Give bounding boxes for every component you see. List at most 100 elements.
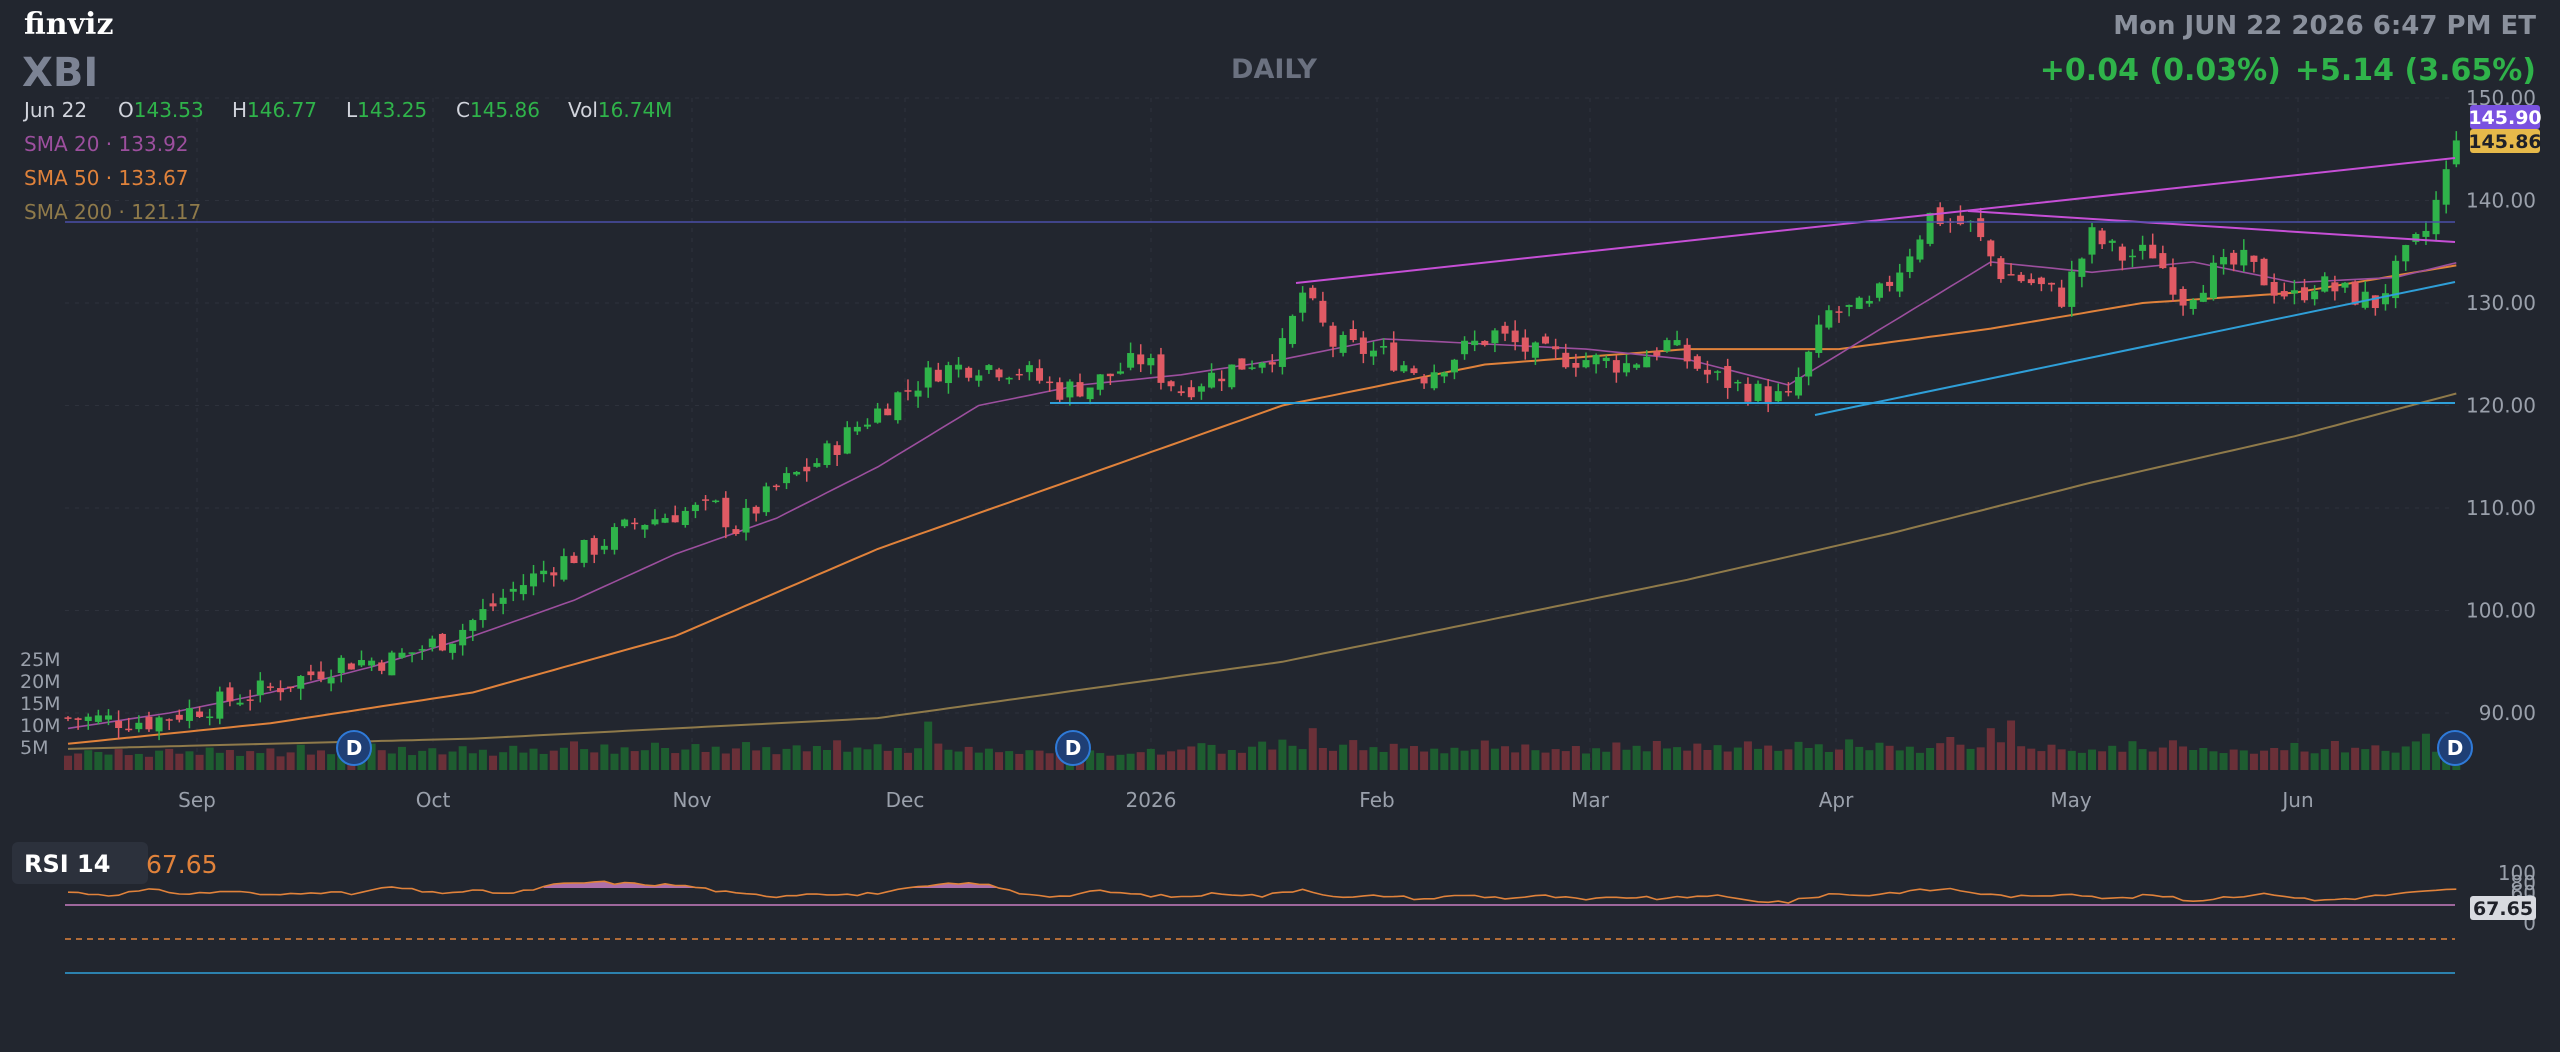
volume-bar	[1693, 743, 1702, 770]
candle	[1471, 330, 1479, 352]
volume-bar	[1845, 739, 1854, 770]
sma20-legend: SMA 20 · 133.92	[24, 132, 189, 156]
volume-bar	[2411, 741, 2420, 770]
axes: 150.00140.00130.00120.00110.00100.0090.0…	[20, 86, 2536, 935]
y-tick-label: 90.00	[2479, 701, 2536, 725]
svg-text:67.65: 67.65	[2473, 898, 2533, 920]
rsi-label-box[interactable]: RSI 14	[12, 842, 148, 884]
volume-bar	[155, 750, 164, 770]
volume-bar	[1278, 739, 1287, 770]
candle	[1228, 364, 1236, 390]
volume-bar	[1743, 741, 1752, 770]
candle	[1612, 355, 1620, 383]
resistance-trendline[interactable]	[1967, 210, 2456, 243]
volume-bar	[1399, 748, 1408, 770]
volume-bar	[438, 754, 447, 770]
volume-bar	[1885, 745, 1894, 770]
ohlc-low: L143.25	[346, 98, 427, 122]
volume-bar	[1318, 748, 1327, 770]
candle	[1015, 368, 1023, 381]
volume-bar	[1814, 744, 1823, 770]
volume-bar	[2118, 751, 2127, 770]
candle	[965, 366, 973, 382]
volume-bar	[397, 746, 406, 770]
candle	[1875, 282, 1883, 302]
candle	[236, 694, 244, 707]
volume-bar	[731, 748, 740, 770]
volume-bar	[1835, 749, 1843, 770]
volume-bar	[1146, 748, 1155, 770]
volume-bar	[2007, 720, 2016, 770]
sma50-line	[67, 264, 2457, 745]
candle	[297, 675, 305, 700]
dividend-marker[interactable]: D	[1055, 730, 1091, 766]
svg-text:D: D	[2447, 736, 2464, 760]
volume-bar	[792, 745, 801, 770]
candle	[216, 686, 224, 725]
volume-bar	[721, 753, 730, 770]
volume-bar	[2037, 751, 2046, 770]
x-tick-label: Apr	[1819, 788, 1854, 812]
candle	[793, 470, 801, 477]
volume-bar	[276, 756, 285, 770]
candle	[590, 535, 598, 564]
volume-bar	[84, 750, 93, 770]
dividend-marker[interactable]: D	[2437, 730, 2473, 766]
finviz-logo[interactable]: finviz	[24, 7, 114, 42]
volume-bar	[2330, 740, 2339, 770]
volume-bar	[630, 751, 639, 770]
dividend-marker[interactable]: D	[336, 730, 372, 766]
volume-bar	[236, 755, 245, 770]
candle	[1906, 248, 1914, 279]
support-trendline[interactable]	[1814, 281, 2456, 416]
volume-bar	[1723, 751, 1732, 770]
candle	[2270, 273, 2278, 304]
candle	[357, 650, 365, 668]
volume-bar	[1571, 746, 1580, 770]
volume-bar	[286, 752, 295, 770]
candle	[1390, 331, 1398, 372]
volume-bar	[1521, 744, 1530, 770]
candle	[2058, 279, 2066, 309]
volume-bar	[418, 750, 427, 770]
timeframe-label[interactable]: DAILY	[1231, 54, 1317, 85]
candle	[884, 403, 892, 416]
candle	[1542, 333, 1550, 345]
volume-bar	[519, 752, 528, 770]
volume-bar	[1895, 750, 1904, 770]
candle	[1278, 328, 1286, 375]
volume-bar	[914, 748, 923, 770]
candle	[944, 361, 952, 394]
ohlc-high: H146.77	[232, 98, 317, 122]
volume-bar	[1136, 752, 1145, 770]
upper-trendline[interactable]	[1295, 157, 2456, 284]
volume-bar	[317, 750, 325, 770]
volume-bar	[1875, 742, 1884, 770]
volume-bar	[1764, 745, 1773, 770]
volume-bar	[2361, 749, 2370, 770]
volume-bar	[570, 741, 578, 770]
candle	[560, 548, 568, 582]
volume-bar	[2270, 748, 2279, 770]
volume-bar	[134, 753, 143, 770]
candle	[438, 633, 446, 652]
candle	[1855, 296, 1863, 310]
candle	[1066, 379, 1074, 406]
volume-bar	[225, 749, 234, 770]
volume-bar	[1794, 741, 1803, 770]
volume-bar	[671, 753, 680, 770]
volume-bar	[458, 746, 467, 770]
candle	[1056, 377, 1064, 403]
candle	[681, 507, 689, 528]
candle	[125, 717, 133, 732]
price-change: +0.04 (0.03%) +5.14 (3.65%)	[2040, 53, 2536, 88]
volume-bar	[1713, 745, 1722, 770]
candle	[2331, 275, 2339, 301]
volume-bar	[600, 744, 609, 770]
indicator-legend[interactable]: SMA 20 · 133.92 SMA 50 · 133.67 SMA 200 …	[24, 132, 201, 224]
candle	[702, 495, 710, 511]
candle	[1258, 361, 1266, 374]
y-tick-label: 110.00	[2466, 496, 2536, 520]
volume-bar	[954, 751, 963, 770]
